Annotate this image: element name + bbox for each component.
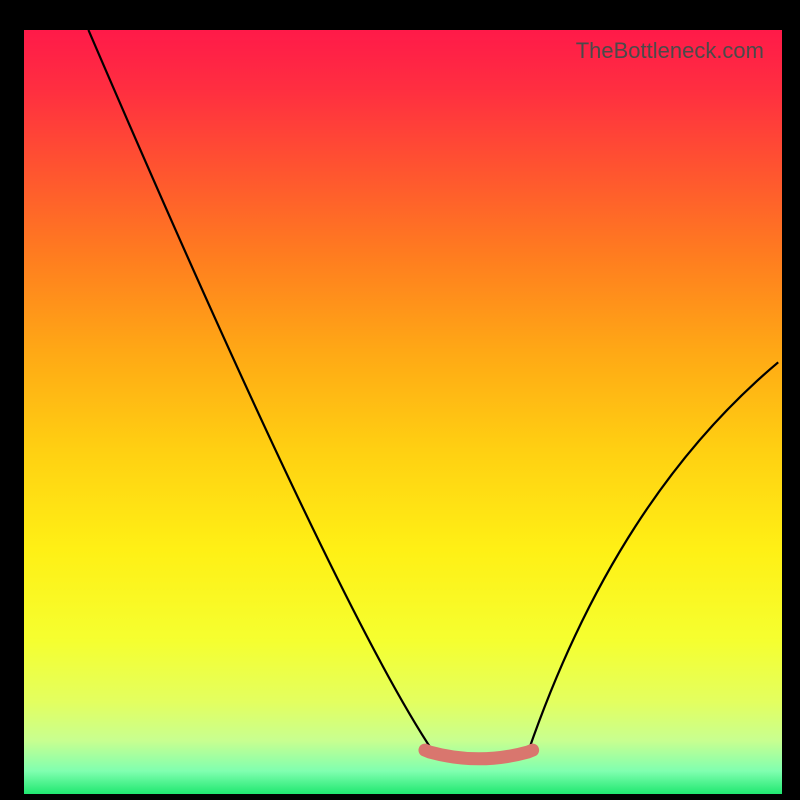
watermark-label: TheBottleneck.com <box>576 38 764 64</box>
chart-container: TheBottleneck.com <box>0 0 800 800</box>
right-curve <box>528 362 778 752</box>
optimal-zone-marker <box>425 750 533 759</box>
left-curve <box>88 30 433 752</box>
bottleneck-curve <box>24 30 782 794</box>
plot-area: TheBottleneck.com <box>24 30 782 794</box>
